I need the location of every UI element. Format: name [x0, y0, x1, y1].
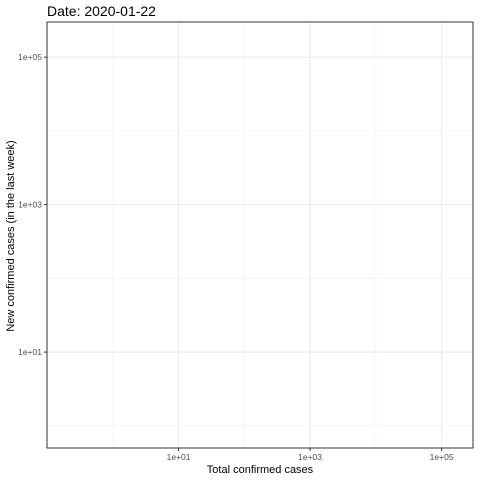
x-axis-label: Total confirmed cases [207, 464, 314, 476]
minor-gridlines [47, 22, 473, 448]
y-tick-label: 1e+01 [18, 347, 42, 357]
y-axis-ticks: 1e+01 1e+03 1e+05 [18, 52, 47, 357]
chart-title: Date: 2020-01-22 [47, 3, 156, 19]
y-tick-label: 1e+03 [18, 200, 42, 210]
major-gridlines [47, 22, 473, 448]
x-tick-label: 1e+05 [430, 452, 454, 462]
x-axis-ticks: 1e+01 1e+03 1e+05 [167, 448, 454, 462]
y-axis-label: New confirmed cases (in the last week) [5, 140, 17, 331]
x-tick-label: 1e+03 [298, 452, 322, 462]
panel-border [46, 21, 474, 449]
x-tick-label: 1e+01 [167, 452, 191, 462]
y-tick-label: 1e+05 [18, 52, 42, 62]
